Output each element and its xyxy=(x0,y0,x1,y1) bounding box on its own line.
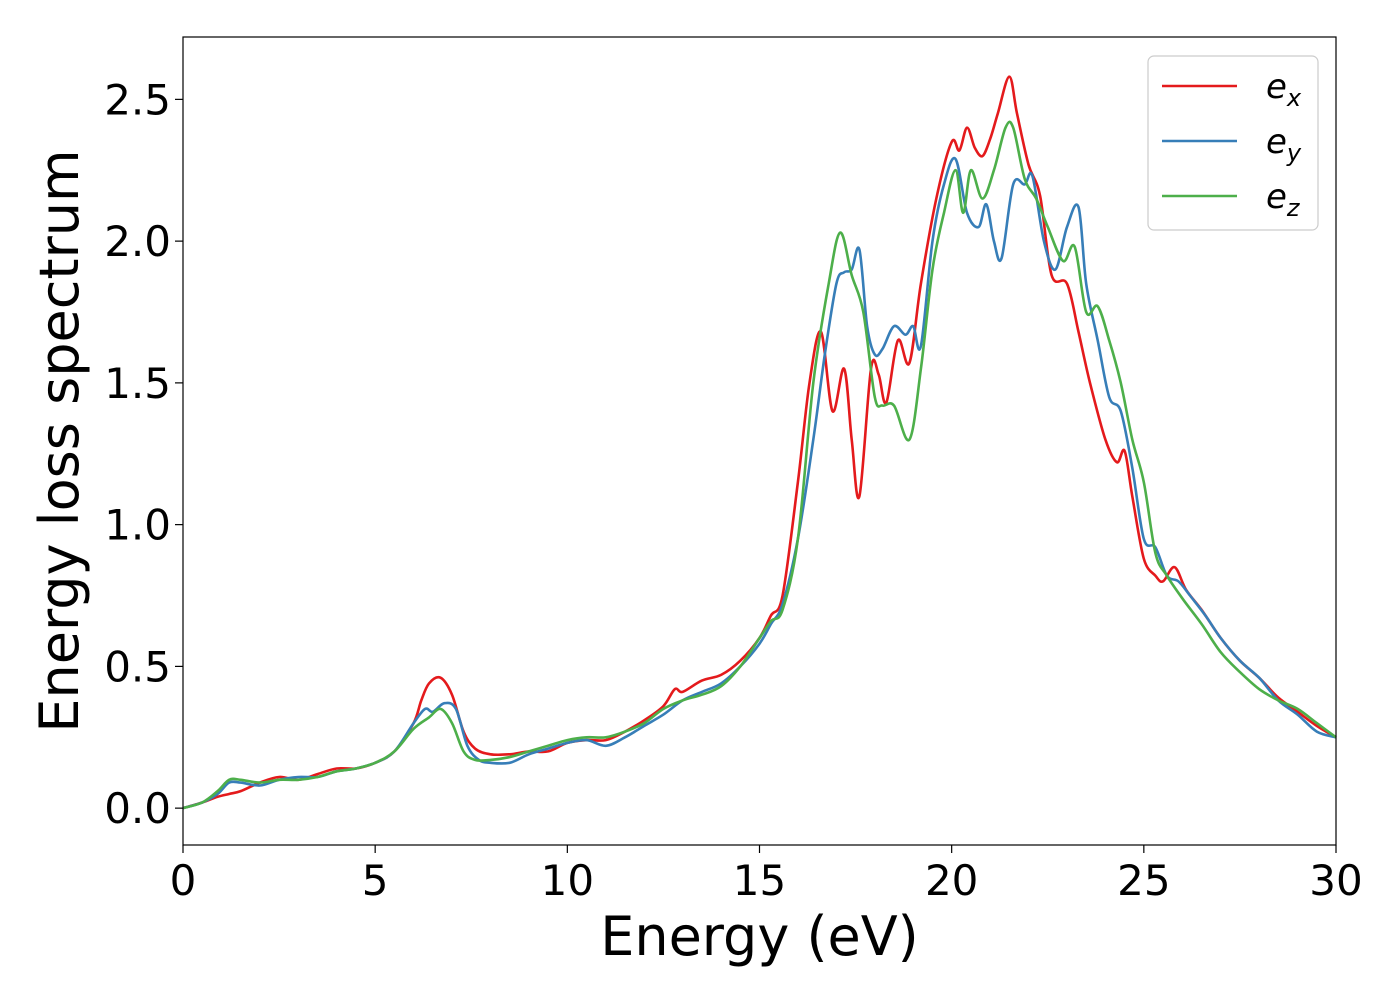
y-axis: 0.0 0.5 1.0 1.5 2.0 2.5 xyxy=(104,75,183,833)
legend-label-e_z: ez xyxy=(1266,177,1301,222)
x-tick-label: 5 xyxy=(362,856,389,905)
x-tick-label: 20 xyxy=(925,856,978,905)
y-tick-label: 1.5 xyxy=(104,359,171,408)
series-layer xyxy=(182,75,1337,810)
series-line-e_z xyxy=(182,120,1337,810)
series-line-e_y xyxy=(182,156,1337,810)
y-tick-label: 2.5 xyxy=(104,75,171,124)
x-tick-label: 25 xyxy=(1117,856,1170,905)
legend: ex ey ez xyxy=(1147,55,1319,231)
legend-label-e_y: ey xyxy=(1266,122,1302,167)
x-tick-label: 10 xyxy=(541,856,594,905)
x-axis-title: Energy (eV) xyxy=(600,905,919,968)
y-tick-label: 1.0 xyxy=(104,501,171,550)
legend-box xyxy=(1147,55,1319,231)
series-line-e_x xyxy=(182,75,1337,810)
x-tick-label: 0 xyxy=(170,856,197,905)
y-tick-label: 2.0 xyxy=(104,217,171,266)
legend-label-e_x: ex xyxy=(1266,67,1302,112)
y-axis-title: Energy loss spectrum xyxy=(28,149,91,732)
x-tick-label: 30 xyxy=(1309,856,1362,905)
y-tick-label: 0.0 xyxy=(104,784,171,833)
x-axis: 0 5 10 15 20 25 30 xyxy=(170,845,1363,905)
x-tick-label: 15 xyxy=(733,856,786,905)
y-tick-label: 0.5 xyxy=(104,642,171,691)
